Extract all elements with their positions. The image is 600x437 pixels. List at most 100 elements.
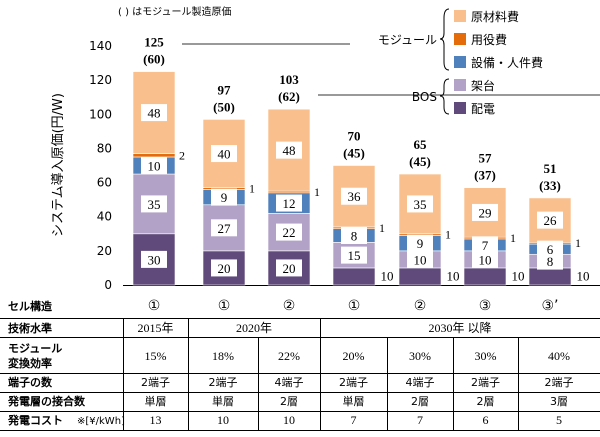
legend-group-label: モジュール <box>378 33 437 47</box>
legend-bracket <box>439 78 450 115</box>
data-label: 1 <box>510 231 516 245</box>
table-cell: 40% <box>548 349 570 363</box>
legend-swatch <box>454 33 466 45</box>
legend-label: 配電 <box>471 102 495 116</box>
data-label-box <box>472 203 498 221</box>
y-tick-label: 0 <box>104 278 112 292</box>
legend-label: 用役費 <box>471 32 507 47</box>
bar-segment <box>398 173 442 235</box>
table-cell: 2015年 <box>137 321 173 335</box>
data-label-box <box>276 141 302 159</box>
table-row-label: 変換効率 <box>8 356 52 370</box>
table-cell: 30% <box>475 349 497 363</box>
data-label: 8 <box>547 254 554 269</box>
module-cost-label: (37) <box>474 168 496 183</box>
data-label: 22 <box>283 225 296 240</box>
table-cell: 4端子 <box>406 376 435 389</box>
table-cell: 10 <box>217 413 229 427</box>
legend-swatch <box>454 79 466 91</box>
data-label: 1 <box>249 182 255 196</box>
table-cell: ① <box>148 298 161 314</box>
table-cell: ③ <box>479 298 492 314</box>
bar-total-label: 70 <box>348 129 361 144</box>
table-cell: ② <box>283 298 296 314</box>
table-cell: 2層 <box>477 395 495 408</box>
data-label: 27 <box>218 221 232 236</box>
data-label: 1 <box>314 185 320 199</box>
table-cell: 2層 <box>411 395 429 408</box>
data-label: 8 <box>351 228 358 243</box>
table-cell: 3層 <box>550 395 568 408</box>
data-label: 10 <box>447 268 460 283</box>
table-cell: 18% <box>212 349 234 363</box>
bar-total-label: 51 <box>544 161 557 176</box>
data-label-box <box>141 104 167 122</box>
data-label: 10 <box>479 252 492 267</box>
data-label-box <box>341 226 367 244</box>
data-label: 30 <box>148 252 161 267</box>
legend-bracket <box>439 8 450 71</box>
data-label: 10 <box>381 268 394 283</box>
table-cell: 4端子 <box>275 376 304 389</box>
chart-note: ( ) はモジュール製造原価 <box>118 5 231 18</box>
data-label: 35 <box>148 197 161 212</box>
table-cell: 単層 <box>212 394 234 408</box>
data-label: 36 <box>348 189 362 204</box>
legend-group-label: BOS <box>412 90 437 104</box>
data-label: 10 <box>414 252 427 267</box>
data-label-box <box>407 195 433 213</box>
table-cell: ② <box>414 298 427 314</box>
table-row-label: セル構造 <box>8 299 53 313</box>
data-label-box <box>141 195 167 213</box>
table-row-label-note: ※[¥/kWh] <box>77 416 125 427</box>
table-row-label: 端子の数 <box>8 375 53 389</box>
data-label: 9 <box>417 236 424 251</box>
table-cell: 30% <box>409 349 431 363</box>
table-cell: 20% <box>343 349 365 363</box>
data-label: 9 <box>221 190 228 205</box>
bar-segment <box>463 267 507 286</box>
data-label: 48 <box>148 106 161 121</box>
data-label-box <box>276 259 302 277</box>
data-label-box <box>211 145 237 163</box>
legend-label: 設備・人件費 <box>471 55 543 70</box>
data-label: 35 <box>414 197 427 212</box>
table-cell: 22% <box>278 349 300 363</box>
table-row-label: 発電層の接合数 <box>7 394 86 408</box>
data-label-box <box>341 187 367 205</box>
bar-segment <box>132 153 176 158</box>
bar-total-label: 57 <box>479 151 493 166</box>
y-axis-title: システム導入原価(円/W) <box>51 93 66 237</box>
y-tick-label: 60 <box>97 176 112 190</box>
data-label: 48 <box>283 143 296 158</box>
legend-swatch <box>454 10 466 22</box>
data-label: 1 <box>445 228 451 242</box>
table-cell: 5 <box>556 413 562 427</box>
data-label-box <box>141 250 167 268</box>
table-cell: 6 <box>483 413 489 427</box>
table-cell: 2端子 <box>339 376 368 389</box>
data-label-box <box>537 211 563 229</box>
data-label-box <box>211 219 237 237</box>
table-row-label: 技術水準 <box>8 321 52 335</box>
data-label: 1 <box>379 221 385 235</box>
table-cell: ① <box>218 298 231 314</box>
table-cell: 2端子 <box>545 376 574 389</box>
module-cost-label: (50) <box>213 99 235 114</box>
y-tick-label: 120 <box>89 73 112 87</box>
table-cell: 2層 <box>280 395 298 408</box>
table-cell: 2020年 <box>236 321 272 335</box>
data-label: 15 <box>348 248 361 263</box>
table-cell: 2030年 以降 <box>428 321 491 335</box>
bar-total-label: 65 <box>414 137 428 152</box>
module-cost-label: (45) <box>409 154 431 169</box>
data-label: 12 <box>283 196 296 211</box>
table-cell: 2端子 <box>141 376 170 389</box>
legend-swatch <box>454 102 466 114</box>
bar-segment <box>332 267 376 286</box>
y-tick-label: 100 <box>89 107 112 121</box>
y-tick-label: 140 <box>89 39 112 53</box>
table-cell: 単層 <box>145 394 167 408</box>
table-row-label: モジュール <box>8 342 62 355</box>
